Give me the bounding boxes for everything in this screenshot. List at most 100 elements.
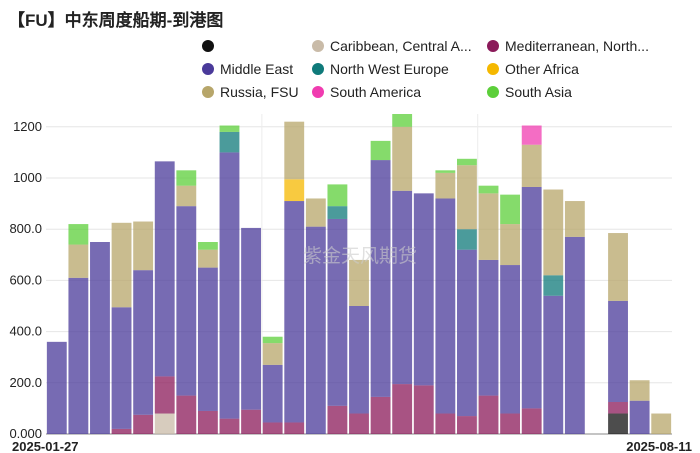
bar-segment[interactable] — [111, 428, 132, 434]
bar-segment[interactable] — [284, 121, 305, 180]
bar-segment[interactable] — [46, 341, 67, 434]
bar-segment[interactable] — [370, 160, 391, 397]
bar-segment[interactable] — [262, 364, 283, 423]
bar-segment[interactable] — [176, 206, 197, 396]
bar-segment[interactable] — [521, 125, 542, 145]
bar-segment[interactable] — [219, 131, 240, 153]
bar-segment[interactable] — [111, 222, 132, 308]
bar-segment[interactable] — [457, 416, 477, 434]
legend-item-middle-east[interactable]: Middle East — [202, 61, 293, 77]
legend-item-caribbean[interactable]: Caribbean, Central A... — [312, 38, 472, 54]
bar-segment[interactable] — [133, 221, 154, 271]
x-start-label: 2025-01-27 — [12, 439, 79, 453]
bar-segment[interactable] — [305, 226, 326, 434]
bar-segment[interactable] — [478, 259, 499, 396]
bar-segment[interactable] — [521, 186, 542, 409]
legend-item-north-west-europe[interactable]: North West Europe — [312, 61, 449, 77]
bar-segment[interactable] — [176, 170, 197, 186]
legend-item-south-asia[interactable]: South Asia — [487, 84, 572, 100]
bar-segment[interactable] — [241, 409, 261, 434]
bar-segment[interactable] — [392, 384, 413, 434]
bar-segment[interactable] — [500, 224, 521, 266]
bar-segment[interactable] — [176, 185, 197, 207]
bar-segment[interactable] — [327, 184, 348, 207]
bar-segment[interactable] — [500, 194, 521, 225]
bar-segment[interactable] — [197, 242, 218, 250]
bar-segment[interactable] — [133, 414, 154, 434]
bar-segment[interactable] — [564, 201, 585, 237]
bar-segment[interactable] — [68, 244, 89, 278]
bar-segment[interactable] — [413, 385, 434, 434]
bar-segment[interactable] — [111, 307, 132, 429]
y-tick-label: 800.0 — [9, 221, 42, 236]
bar-segment[interactable] — [68, 277, 89, 434]
bar-segment[interactable] — [435, 413, 456, 434]
bar-segment[interactable] — [608, 413, 628, 434]
legend-item-other-africa[interactable]: Other Africa — [487, 61, 579, 77]
bar-segment[interactable] — [327, 218, 348, 406]
bar-segment[interactable] — [349, 413, 369, 434]
bar-segment[interactable] — [413, 193, 434, 386]
bar-segment[interactable] — [284, 201, 305, 423]
bar-segment[interactable] — [543, 295, 564, 434]
bar-segment[interactable] — [370, 140, 391, 161]
bar-segment[interactable] — [133, 270, 154, 415]
bar-segment[interactable] — [219, 152, 240, 419]
bar-segment[interactable] — [305, 198, 326, 227]
bar-segment[interactable] — [478, 193, 499, 260]
bar-segment[interactable] — [478, 395, 499, 434]
bar-segment[interactable] — [349, 306, 369, 414]
bar-segment[interactable] — [435, 170, 456, 173]
bar-segment[interactable] — [197, 410, 218, 434]
bar-segment[interactable] — [608, 233, 628, 301]
bar-segment[interactable] — [327, 405, 348, 434]
bar-segment[interactable] — [154, 376, 175, 414]
bar-segment[interactable] — [392, 190, 413, 385]
legend-item-unnamed[interactable] — [202, 38, 220, 54]
bar-segment[interactable] — [219, 125, 240, 132]
bar-segment[interactable] — [564, 236, 585, 434]
bar-segment[interactable] — [370, 396, 391, 434]
bar-segment[interactable] — [435, 198, 456, 414]
legend-item-mediterranean[interactable]: Mediterranean, North... — [487, 38, 649, 54]
bar-segment[interactable] — [197, 267, 218, 411]
bar-segment[interactable] — [262, 336, 283, 344]
bar-segment[interactable] — [543, 275, 564, 296]
bar-segment[interactable] — [521, 408, 542, 434]
bar-segment[interactable] — [262, 422, 283, 434]
bar-segment[interactable] — [349, 259, 369, 306]
bar-segment[interactable] — [284, 422, 305, 434]
bar-segment[interactable] — [219, 418, 240, 434]
bar-segment[interactable] — [608, 402, 628, 414]
bar-segment[interactable] — [241, 227, 261, 410]
legend-item-russia-fsu[interactable]: Russia, FSU — [202, 84, 299, 100]
bar-segment[interactable] — [629, 380, 650, 401]
bar-segment[interactable] — [176, 395, 197, 434]
bar-segment[interactable] — [521, 144, 542, 187]
y-tick-label: 200.0 — [9, 375, 42, 390]
bar-segment[interactable] — [154, 161, 175, 377]
bar-segment[interactable] — [457, 165, 477, 230]
bar-segment[interactable] — [500, 413, 521, 434]
bar-segment[interactable] — [457, 158, 477, 166]
bar-segment[interactable] — [608, 300, 628, 402]
bar-segment[interactable] — [197, 249, 218, 268]
bar-segment[interactable] — [651, 413, 672, 434]
bar-segment[interactable] — [478, 185, 499, 194]
bar-segment[interactable] — [629, 400, 650, 434]
bar-segment[interactable] — [392, 126, 413, 191]
legend-item-south-america[interactable]: South America — [312, 84, 421, 100]
bar-segment[interactable] — [392, 114, 413, 127]
bar-segment[interactable] — [262, 343, 283, 365]
bar-segment[interactable] — [284, 179, 305, 202]
bar-segment[interactable] — [90, 242, 110, 434]
bar-segment[interactable] — [500, 265, 521, 414]
bar-segment[interactable] — [154, 413, 175, 434]
bar-segment[interactable] — [543, 189, 564, 276]
bar-segment[interactable] — [327, 206, 348, 219]
bar-segment[interactable] — [457, 249, 477, 417]
bar-segment[interactable] — [68, 224, 89, 245]
bar-segment[interactable] — [457, 229, 477, 250]
bar-segment[interactable] — [435, 172, 456, 199]
